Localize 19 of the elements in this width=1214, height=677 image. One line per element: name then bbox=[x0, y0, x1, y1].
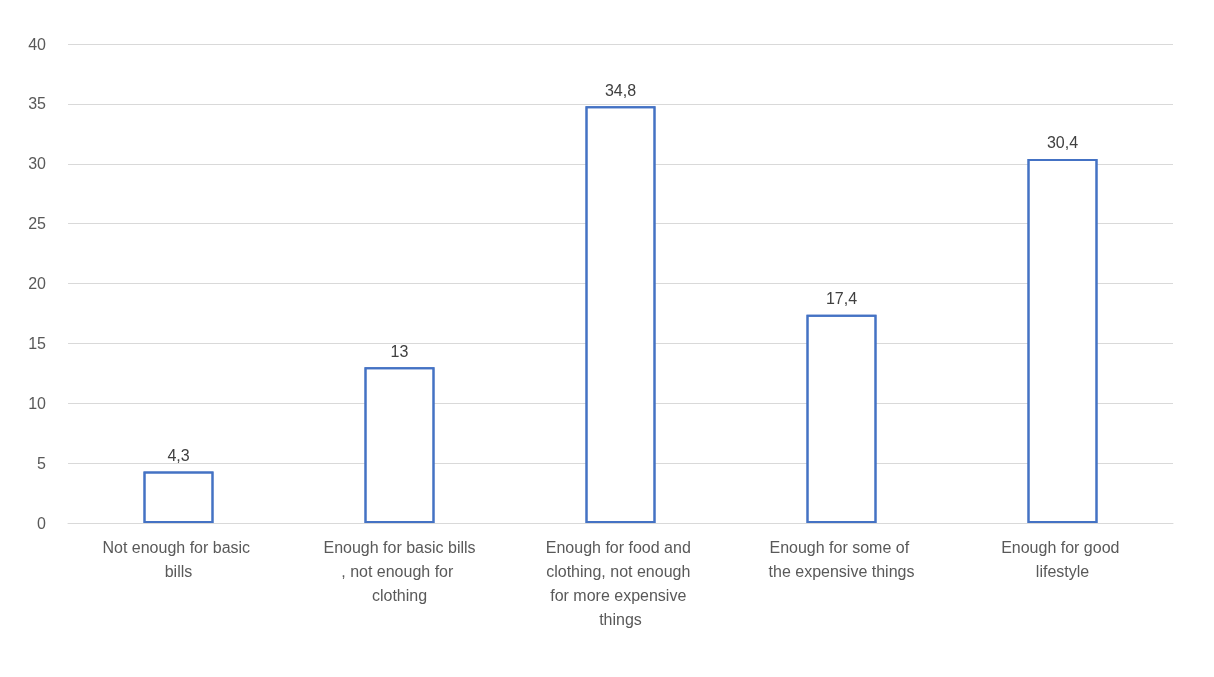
y-tick-label: 10 bbox=[28, 394, 47, 412]
data-label: 34,8 bbox=[604, 81, 637, 99]
y-tick-label: 20 bbox=[28, 275, 47, 292]
data-label: 13 bbox=[390, 342, 409, 360]
y-tick-label: 15 bbox=[28, 334, 47, 352]
y-tick-label: 25 bbox=[28, 215, 47, 233]
y-tick-label: 5 bbox=[37, 454, 47, 472]
x-tick-label: Enough for some of the expensive things bbox=[768, 538, 915, 580]
y-tick-label: 35 bbox=[28, 95, 47, 113]
x-tick-label: Enough for good lifestyle bbox=[1001, 538, 1124, 580]
data-label: 30,4 bbox=[1046, 134, 1079, 152]
y-tick-label: 40 bbox=[28, 35, 47, 53]
x-tick-label: Not enough for basic bills bbox=[102, 538, 255, 580]
y-tick-label: 30 bbox=[28, 155, 47, 173]
data-label: 17,4 bbox=[825, 290, 858, 308]
x-tick-label: Enough for basic bills, not enough for clothing bbox=[323, 538, 476, 604]
data-label: 4,3 bbox=[167, 447, 190, 465]
x-tick-label: Enough for food and clothing, not enough for more expensive things bbox=[545, 538, 696, 628]
y-tick-label: 0 bbox=[37, 514, 47, 532]
